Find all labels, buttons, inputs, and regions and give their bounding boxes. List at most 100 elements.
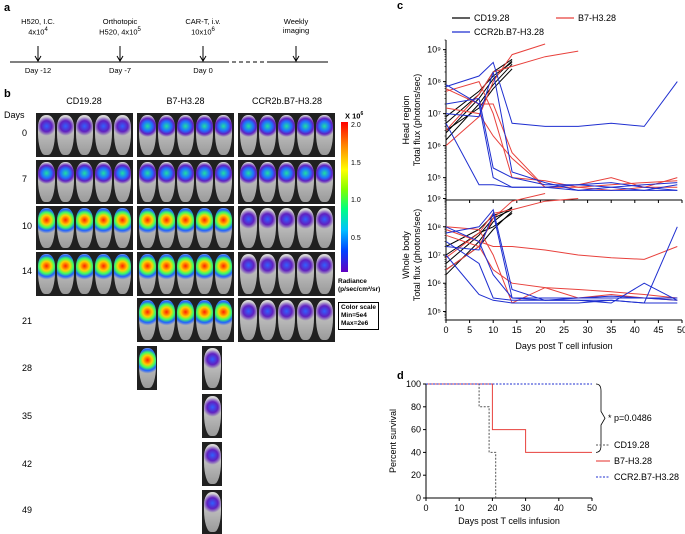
arrow-2 [116,46,124,62]
colorbar-tick: 2.0 [351,122,361,129]
x-tick-label: 50 [587,503,597,513]
y-tick-label: 10⁷ [428,109,441,119]
mouse-image [95,162,112,202]
arrow-3 [199,46,207,62]
panel-label-d: d [397,370,404,382]
series-line [445,107,678,188]
mouse-image [158,300,175,340]
mouse-image [38,208,55,248]
mouse-image [76,115,93,155]
legend-label: CD19.28 [474,13,510,23]
mouse-image [297,208,314,248]
y-tick-label: 10⁹ [427,45,441,55]
colorbar-tick: 1.5 [351,160,361,167]
color-scale-box: Color scale Min=5e4 Max=2e6 [338,302,380,330]
mouse-image [158,162,175,202]
y-tick-label: 10⁶ [427,141,441,151]
mouse-image [158,208,175,248]
day-label: 49 [22,505,33,515]
significance-bracket [595,383,606,453]
legend-label: CD19.28 [614,440,650,450]
mouse-image [57,254,74,294]
arrow-4 [292,46,300,62]
day-label: 14 [22,266,33,276]
mouse-image [259,162,276,202]
timeline-event-2: Orthotopic H520, 4x105 [99,17,141,37]
x-tick-label: 0 [443,325,448,335]
mouse-image [297,115,314,155]
mouse-image [240,115,257,155]
colorbar [341,122,348,272]
y-tick-label: 10⁸ [427,77,441,87]
mouse-image [196,208,213,248]
colorbar-tick: 1.0 [351,197,361,204]
mouse-image [297,254,314,294]
mouse-image [316,162,333,202]
mouse-image [215,162,232,202]
mouse-image [76,208,93,248]
x-tick-label: 5 [467,325,472,335]
x-tick-label: 25 [559,325,569,335]
mouse-image [57,162,74,202]
timeline-day-2: Day -7 [108,66,132,75]
mouse-image [95,115,112,155]
mouse-image [158,254,175,294]
x-tick-label: 40 [630,325,640,335]
mouse-image [278,208,295,248]
series-line [445,71,678,191]
series-line [445,241,678,301]
x-tick-label: 45 [653,325,663,335]
series-line [445,254,678,304]
mouse-image [316,254,333,294]
day-label: 42 [22,459,33,469]
arrow-1 [34,46,42,62]
group-label-b7h3: B7-H3.28 [166,96,205,106]
series-line [445,198,579,259]
mouse-image [158,115,175,155]
timeline-day-1: Day -12 [24,66,52,75]
y-axis-label: Percent survival [388,409,398,473]
x-tick-label: 0 [423,503,428,513]
mouse-image [215,254,232,294]
mouse-image [95,208,112,248]
series-line [445,229,678,260]
mouse-image [177,162,194,202]
legend-label: B7-H3.28 [614,456,652,466]
group-label-ccr2b: CCR2b.B7-H3.28 [251,96,323,106]
day-label: 7 [22,174,28,184]
series-line [445,61,678,127]
p-value-annotation: * p=0.0486 [608,413,652,423]
day-label: 10 [22,221,33,231]
mouse-image [76,162,93,202]
x-tick-label: 10 [488,325,498,335]
timeline-event-3: CAR-T, i.v. 10x106 [185,17,221,37]
x-tick-label: 30 [521,503,531,513]
mouse-image [278,162,295,202]
y-tick-label: 20 [411,470,421,480]
mouse-image [240,162,257,202]
x-tick-label: 40 [554,503,564,513]
panel-label-c: c [397,0,404,12]
y-tick-label: 100 [406,379,421,389]
series-line [445,211,678,299]
day-label: 35 [22,411,33,421]
mouse-image [177,208,194,248]
mouse-image [57,115,74,155]
y-tick-label: 60 [411,425,421,435]
mouse-image [114,162,131,202]
colorbar-unit: X 106 [345,111,364,121]
mouse-image [114,254,131,294]
mouse-image [215,115,232,155]
mouse-image [240,254,257,294]
mouse-image [139,162,156,202]
mouse-image [139,300,156,340]
mouse-image [38,162,55,202]
mouse-image [259,115,276,155]
survival-line [426,383,497,498]
y-tick-label: 10⁷ [428,250,441,260]
y-tick-label: 80 [411,402,421,412]
colorbar-title: Radiance (p/sec/cm²/sr) [338,278,381,293]
mouse-image [215,208,232,248]
day-label: 0 [22,128,28,138]
